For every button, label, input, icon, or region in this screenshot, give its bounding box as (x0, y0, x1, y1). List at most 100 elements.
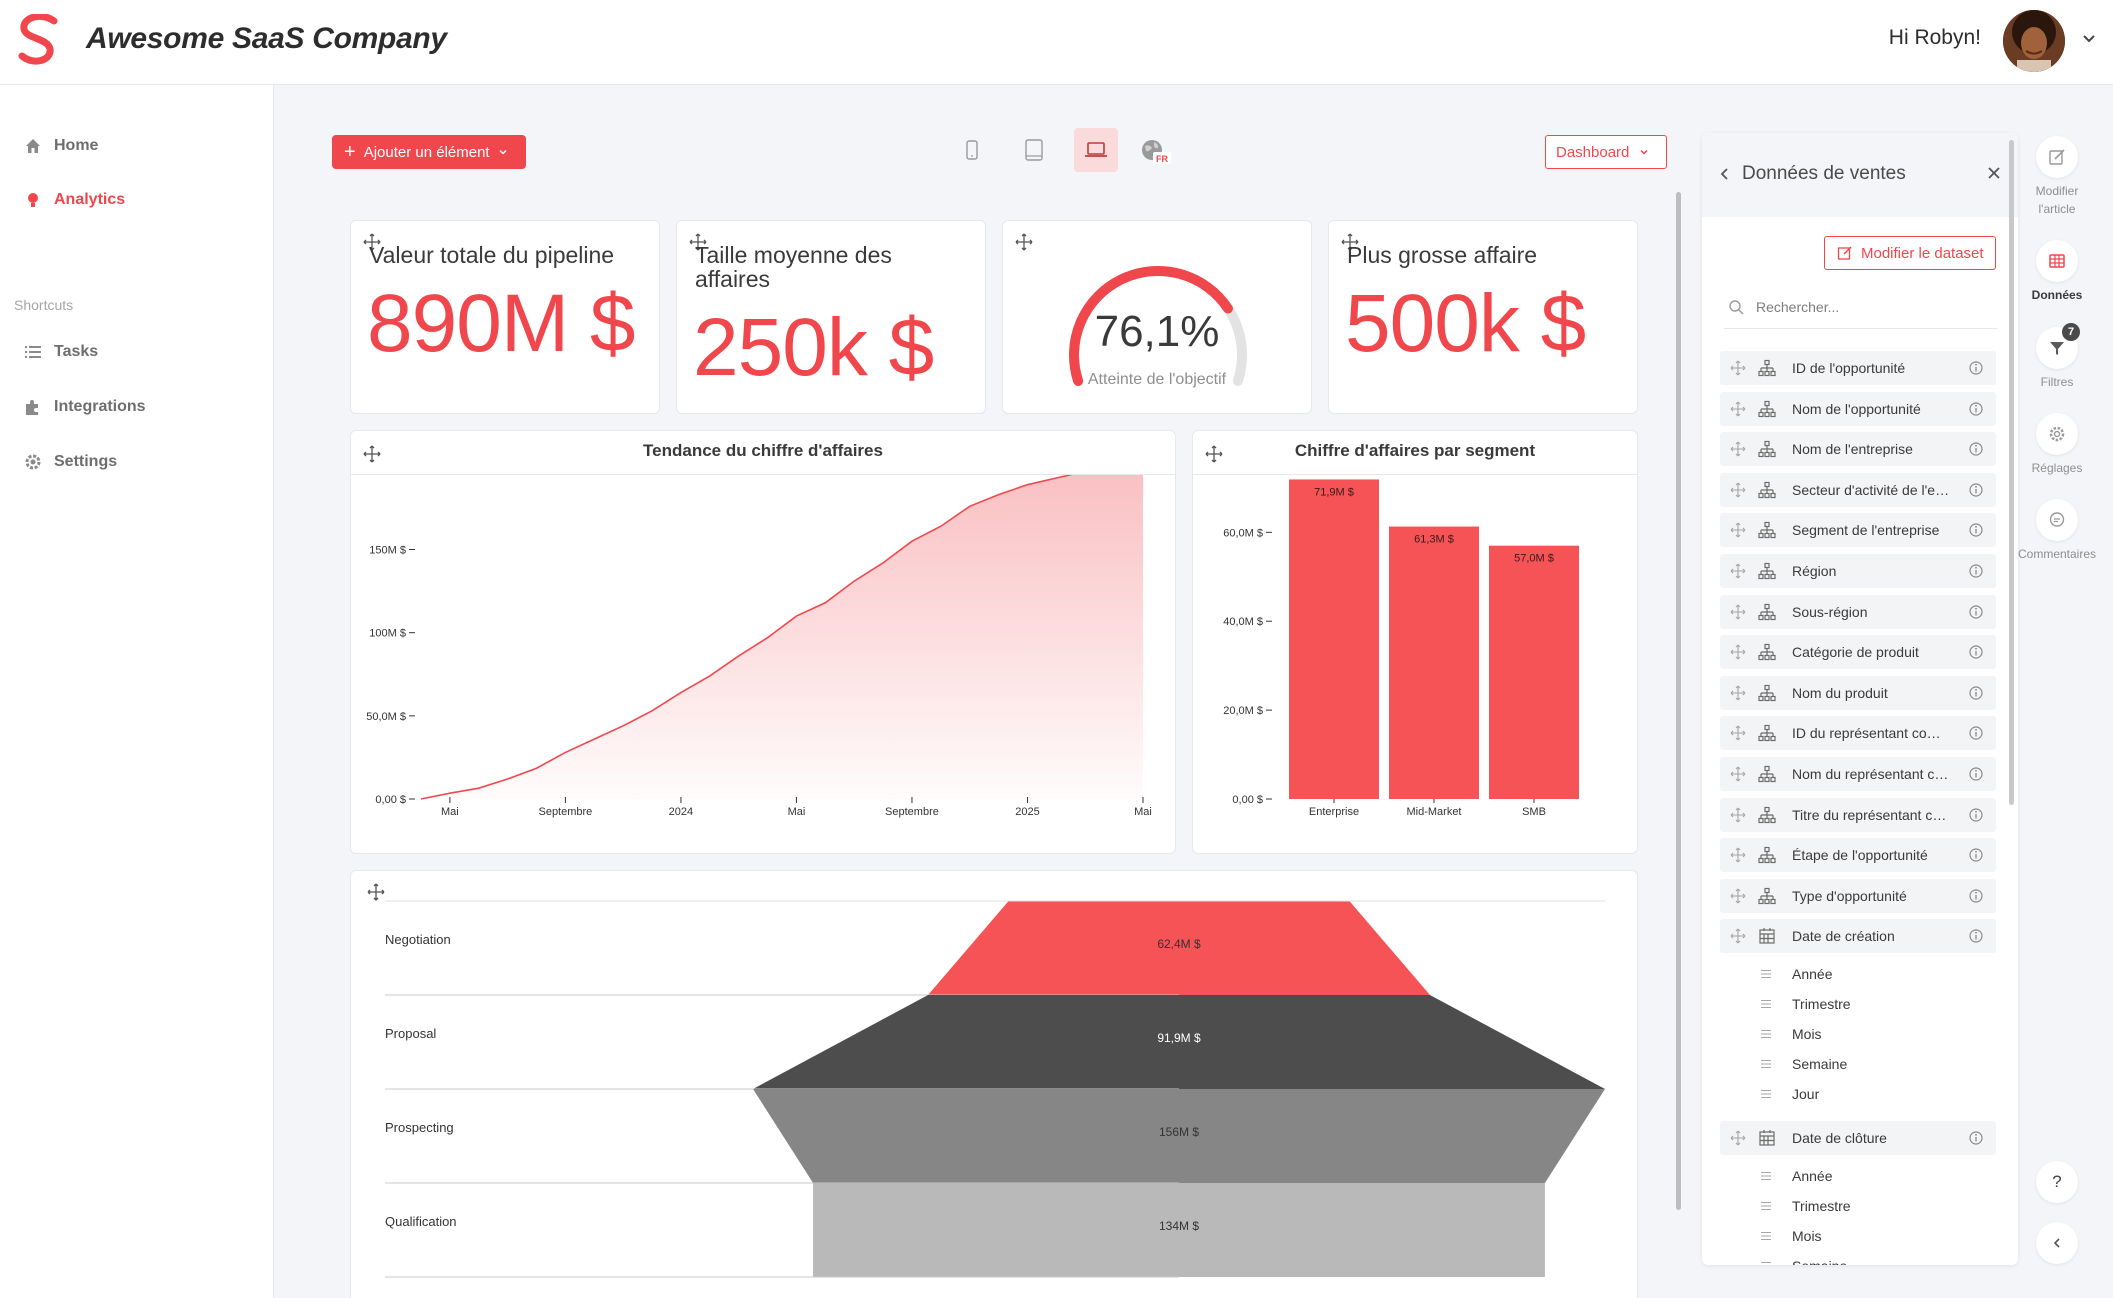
desktop-view-button[interactable] (1074, 128, 1118, 172)
dataset-field[interactable]: ID de l'opportunité (1720, 351, 1996, 385)
date-granularity-item[interactable]: Mois (1720, 1020, 1996, 1050)
drag-handle-icon[interactable] (1730, 725, 1746, 741)
date-granularity-item[interactable]: Mois (1720, 1222, 1996, 1252)
kpi-card-average-deal[interactable]: Taille moyenne des affaires 250k $ (676, 220, 986, 414)
drag-handle-icon[interactable] (1730, 360, 1746, 376)
dashboard-select[interactable]: Dashboard (1545, 135, 1667, 169)
drag-handle-icon[interactable] (1730, 685, 1746, 701)
info-icon[interactable] (1968, 847, 1984, 863)
move-icon[interactable] (363, 233, 381, 251)
info-icon[interactable] (1968, 563, 1984, 579)
drag-handle-icon[interactable] (1730, 482, 1746, 498)
info-icon[interactable] (1968, 888, 1984, 904)
language-globe-icon[interactable]: FR (1140, 138, 1172, 166)
info-icon[interactable] (1968, 401, 1984, 417)
dataset-field[interactable]: Région (1720, 553, 1996, 588)
gauge-card[interactable]: 76,1% Atteinte de l'objectif (1002, 220, 1312, 414)
drag-handle-icon[interactable] (1730, 604, 1746, 620)
rail-edit-article[interactable]: Modifier l'article (2012, 136, 2102, 218)
drag-handle-icon[interactable] (1730, 441, 1746, 457)
dataset-field[interactable]: Catégorie de produit (1720, 635, 1996, 670)
dataset-field[interactable]: ID du représentant commercial (1720, 716, 1996, 751)
funnel-stage[interactable] (753, 995, 1605, 1089)
date-field[interactable]: Date de création (1720, 919, 1996, 954)
sidebar-item-settings[interactable]: Settings (24, 453, 117, 471)
date-granularity-item[interactable]: Année (1720, 1162, 1996, 1192)
date-granularity-item[interactable]: Année (1720, 960, 1996, 990)
sidebar-item-home[interactable]: Home (24, 137, 98, 155)
funnel-stage[interactable] (928, 901, 1430, 995)
drag-handle-icon[interactable] (1730, 644, 1746, 660)
kpi-card-pipeline[interactable]: Valeur totale du pipeline 890M $ (350, 220, 660, 414)
dataset-field[interactable]: Nom du produit (1720, 675, 1996, 710)
date-field[interactable]: Date de clôture (1720, 1120, 1996, 1155)
funnel-stage[interactable] (753, 1089, 1605, 1183)
close-icon[interactable] (1984, 163, 2004, 183)
drag-handle-icon[interactable] (1730, 888, 1746, 904)
date-granularity-item[interactable]: Trimestre (1720, 990, 1996, 1020)
drag-handle-icon[interactable] (1730, 928, 1746, 944)
move-icon[interactable] (1341, 233, 1359, 251)
add-element-button[interactable]: + Ajouter un élément (332, 135, 526, 169)
info-icon[interactable] (1968, 482, 1984, 498)
date-granularity-item[interactable]: Semaine (1720, 1050, 1996, 1080)
info-icon[interactable] (1968, 766, 1984, 782)
dataset-field[interactable]: Nom du représentant commercial (1720, 756, 1996, 791)
info-icon[interactable] (1968, 1130, 1984, 1146)
drag-handle-icon[interactable] (1730, 563, 1746, 579)
dataset-field[interactable]: Étape de l'opportunité (1720, 838, 1996, 873)
move-icon[interactable] (689, 233, 707, 251)
bar[interactable] (1389, 526, 1479, 799)
main-scrollbar[interactable] (1676, 192, 1681, 1210)
sidebar-item-analytics[interactable]: Analytics (24, 191, 125, 209)
field-search-input[interactable]: Rechercher... (1724, 285, 1998, 329)
date-granularity-item[interactable]: Jour (1720, 1080, 1996, 1115)
dataset-field[interactable]: Nom de l'entreprise (1720, 432, 1996, 467)
drag-handle-icon[interactable] (1730, 522, 1746, 538)
move-icon[interactable] (363, 445, 381, 463)
dataset-field[interactable]: Nom de l'opportunité (1720, 391, 1996, 426)
info-icon[interactable] (1968, 807, 1984, 823)
info-icon[interactable] (1968, 685, 1984, 701)
rail-filters[interactable]: 7 Filtres (2012, 323, 2102, 391)
move-icon[interactable] (1205, 445, 1223, 463)
move-icon[interactable] (1015, 233, 1033, 251)
help-button[interactable]: ? (2012, 1161, 2102, 1207)
drag-handle-icon[interactable] (1730, 847, 1746, 863)
sidebar-item-tasks[interactable]: Tasks (24, 343, 98, 361)
drag-handle-icon[interactable] (1730, 401, 1746, 417)
tablet-view-button[interactable] (1012, 128, 1056, 172)
dataset-field[interactable]: Sous-région (1720, 594, 1996, 629)
revenue-trend-card[interactable]: Tendance du chiffre d'affaires 0,00 $ 50,… (350, 430, 1176, 854)
panel-scrollbar[interactable] (2009, 140, 2014, 805)
rail-comments[interactable]: Commentaires (2012, 499, 2102, 563)
funnel-stage[interactable] (813, 1183, 1545, 1277)
info-icon[interactable] (1968, 360, 1984, 376)
drag-handle-icon[interactable] (1730, 766, 1746, 782)
rail-data[interactable]: Données (2012, 240, 2102, 304)
dataset-field[interactable]: Segment de l'entreprise (1720, 513, 1996, 548)
logo[interactable] (14, 14, 64, 66)
segment-revenue-card[interactable]: Chiffre d'affaires par segment 0,00 $ 20,… (1192, 430, 1638, 854)
pipeline-funnel-card[interactable]: Negotiation 62,4M $ Proposal 91,9M $ Prospec… (350, 870, 1638, 1298)
info-icon[interactable] (1968, 928, 1984, 944)
info-icon[interactable] (1968, 644, 1984, 660)
rail-settings[interactable]: Réglages (2012, 413, 2102, 477)
info-icon[interactable] (1968, 725, 1984, 741)
dataset-field[interactable]: Secteur d'activité de l'entreprise (1720, 472, 1996, 507)
dataset-field[interactable]: Type d'opportunité (1720, 878, 1996, 913)
info-icon[interactable] (1968, 441, 1984, 457)
move-icon[interactable] (367, 883, 385, 901)
date-granularity-item[interactable]: Trimestre (1720, 1192, 1996, 1222)
kpi-card-largest-deal[interactable]: Plus grosse affaire 500k $ (1328, 220, 1638, 414)
drag-handle-icon[interactable] (1730, 807, 1746, 823)
avatar[interactable] (2003, 10, 2065, 72)
bar[interactable] (1289, 479, 1379, 799)
edit-dataset-button[interactable]: Modifier le dataset (1824, 236, 1996, 270)
chevron-left-icon[interactable] (1716, 165, 1734, 183)
info-icon[interactable] (1968, 522, 1984, 538)
dataset-field[interactable]: Titre du représentant commercial (1720, 797, 1996, 832)
sidebar-item-integrations[interactable]: Integrations (24, 398, 146, 416)
mobile-view-button[interactable] (950, 128, 994, 172)
chevron-down-icon[interactable] (2079, 28, 2099, 48)
